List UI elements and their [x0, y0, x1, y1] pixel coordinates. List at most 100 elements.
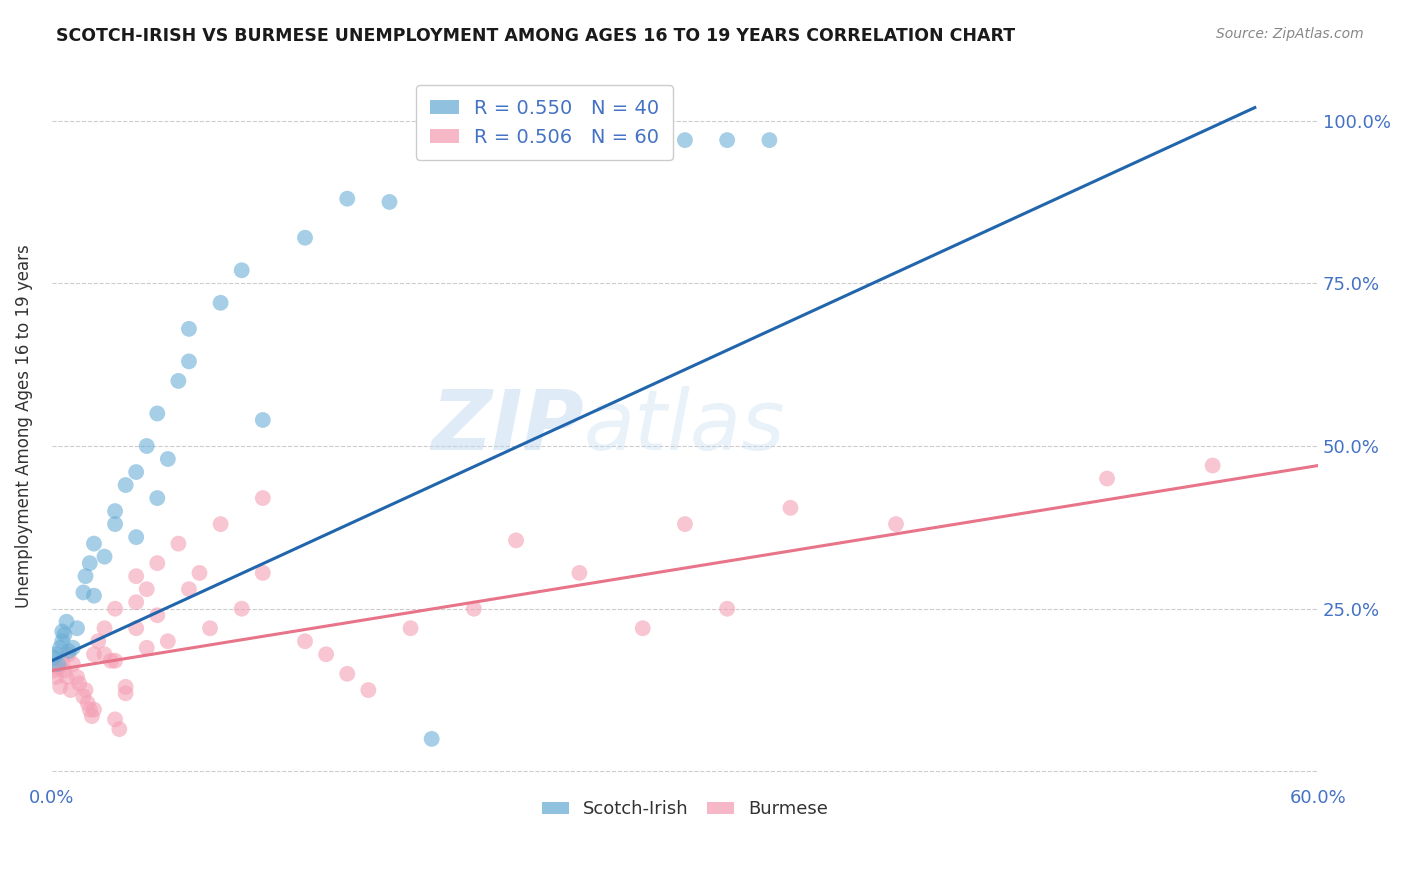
Point — [673, 517, 696, 532]
Point — [62, 640, 84, 655]
Point — [198, 621, 221, 635]
Point — [125, 569, 148, 583]
Point — [294, 634, 316, 648]
Point — [58, 644, 80, 658]
Point — [67, 676, 90, 690]
Point — [45, 670, 67, 684]
Point — [42, 664, 65, 678]
Point — [45, 647, 67, 661]
Point — [51, 634, 73, 648]
Point — [104, 517, 127, 532]
Y-axis label: Unemployment Among Ages 16 to 19 years: Unemployment Among Ages 16 to 19 years — [15, 244, 32, 608]
Point — [93, 621, 115, 635]
Point — [209, 295, 232, 310]
Point — [80, 709, 103, 723]
Point — [252, 566, 274, 580]
Point — [51, 654, 73, 668]
Point — [83, 702, 105, 716]
Point — [463, 601, 485, 615]
Point — [135, 582, 157, 597]
Point — [104, 654, 127, 668]
Point — [177, 354, 200, 368]
Point — [357, 683, 380, 698]
Point — [167, 374, 190, 388]
Point — [75, 569, 97, 583]
Point — [231, 263, 253, 277]
Point — [779, 500, 801, 515]
Point — [83, 536, 105, 550]
Point — [177, 322, 200, 336]
Point — [42, 650, 65, 665]
Point — [209, 517, 232, 532]
Point — [72, 690, 94, 704]
Point — [114, 680, 136, 694]
Point — [135, 640, 157, 655]
Point — [156, 452, 179, 467]
Point — [125, 530, 148, 544]
Point — [568, 566, 591, 580]
Point — [631, 621, 654, 635]
Point — [104, 601, 127, 615]
Point — [83, 589, 105, 603]
Text: ZIP: ZIP — [432, 386, 583, 467]
Legend: Scotch-Irish, Burmese: Scotch-Irish, Burmese — [534, 793, 835, 825]
Point — [167, 536, 190, 550]
Text: Source: ZipAtlas.com: Source: ZipAtlas.com — [1216, 27, 1364, 41]
Point — [53, 628, 76, 642]
Point — [66, 670, 89, 684]
Point — [104, 712, 127, 726]
Point — [72, 585, 94, 599]
Point — [156, 634, 179, 648]
Point — [378, 194, 401, 209]
Point — [51, 624, 73, 639]
Point — [177, 582, 200, 597]
Point — [146, 407, 169, 421]
Point — [252, 413, 274, 427]
Point — [62, 657, 84, 671]
Point — [59, 683, 82, 698]
Point — [87, 634, 110, 648]
Point — [336, 192, 359, 206]
Point — [125, 621, 148, 635]
Point — [108, 722, 131, 736]
Point — [1201, 458, 1223, 473]
Point — [76, 696, 98, 710]
Point — [188, 566, 211, 580]
Point — [66, 621, 89, 635]
Point — [231, 601, 253, 615]
Point — [46, 660, 69, 674]
Point — [420, 731, 443, 746]
Point — [53, 664, 76, 678]
Point — [58, 647, 80, 661]
Point — [55, 670, 77, 684]
Text: atlas: atlas — [583, 386, 786, 467]
Point — [716, 133, 738, 147]
Point — [146, 556, 169, 570]
Point — [79, 702, 101, 716]
Point — [315, 647, 337, 661]
Point — [294, 231, 316, 245]
Point — [114, 686, 136, 700]
Point — [125, 595, 148, 609]
Point — [125, 465, 148, 479]
Point — [100, 654, 122, 668]
Point — [336, 666, 359, 681]
Point — [631, 133, 654, 147]
Point — [758, 133, 780, 147]
Point — [135, 439, 157, 453]
Point — [505, 533, 527, 548]
Point — [79, 556, 101, 570]
Point — [55, 615, 77, 629]
Point — [884, 517, 907, 532]
Point — [716, 601, 738, 615]
Point — [114, 478, 136, 492]
Point — [83, 647, 105, 661]
Point — [146, 491, 169, 505]
Point — [673, 133, 696, 147]
Point — [104, 504, 127, 518]
Point — [146, 608, 169, 623]
Point — [49, 680, 72, 694]
Point — [93, 647, 115, 661]
Point — [93, 549, 115, 564]
Point — [399, 621, 422, 635]
